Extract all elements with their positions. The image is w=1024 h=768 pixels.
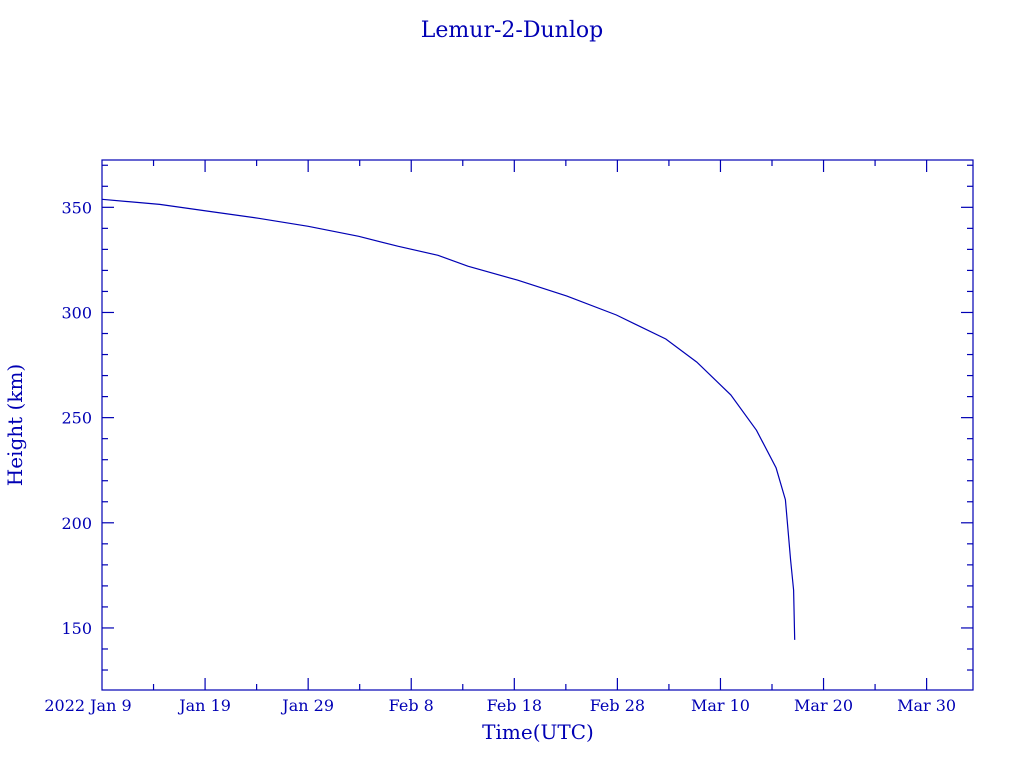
y-tick-labels: 150 200 250 300 350 <box>61 198 92 638</box>
x-tick-label: Feb 28 <box>590 696 645 715</box>
x-tick-label: Jan 29 <box>280 696 334 715</box>
y-tick-label: 300 <box>61 303 92 322</box>
x-tick-label: 2022 Jan 9 <box>44 696 131 715</box>
x-tick-label: Mar 30 <box>897 696 956 715</box>
x-axis-label: Time(UTC) <box>482 720 594 744</box>
x-tick-labels: 2022 Jan 9 Jan 19 Jan 29 Feb 8 Feb 18 Feb 28 M… <box>44 696 956 715</box>
y-tick-label: 350 <box>61 198 92 217</box>
chart-title: Lemur-2-Dunlop <box>421 18 603 43</box>
plot-frame <box>101 159 974 691</box>
y-tick-label: 250 <box>61 409 92 428</box>
x-tick-label: Feb 8 <box>389 696 434 715</box>
y-tick-label: 200 <box>61 514 92 533</box>
series-line <box>101 198 796 640</box>
x-tick-label: Mar 10 <box>691 696 750 715</box>
y-tick-label: 150 <box>61 619 92 638</box>
x-tick-label: Mar 20 <box>794 696 853 715</box>
x-tick-label: Feb 18 <box>487 696 542 715</box>
x-tick-label: Jan 19 <box>177 696 231 715</box>
axis-ticks <box>102 160 973 690</box>
y-axis-label: Height (km) <box>3 364 27 486</box>
